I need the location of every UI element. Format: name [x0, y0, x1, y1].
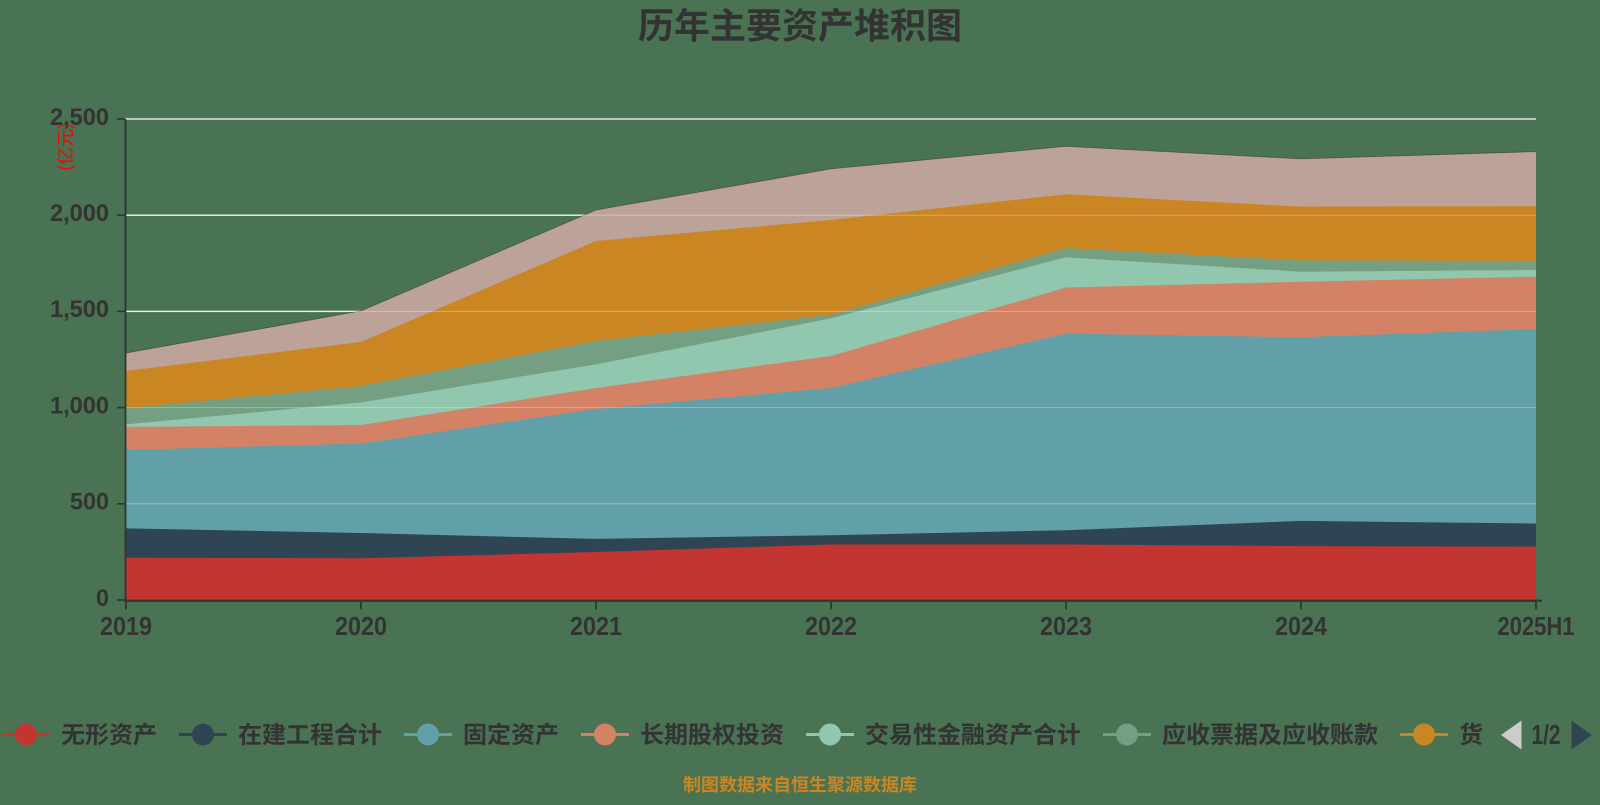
svg-text:2022: 2022	[805, 611, 857, 641]
svg-text:0: 0	[96, 585, 109, 612]
svg-text:2020: 2020	[335, 611, 387, 641]
svg-text:500: 500	[70, 489, 109, 516]
svg-text:2,000: 2,000	[50, 200, 109, 227]
svg-text:2024: 2024	[1275, 611, 1327, 641]
svg-text:1/2: 1/2	[1532, 719, 1561, 750]
svg-text:1,500: 1,500	[50, 296, 109, 323]
svg-text:2023: 2023	[1040, 611, 1092, 641]
svg-text:1,000: 1,000	[50, 392, 109, 419]
svg-text:2021: 2021	[570, 611, 622, 641]
svg-text:2025H1: 2025H1	[1498, 611, 1575, 641]
svg-text:2019: 2019	[100, 611, 152, 641]
